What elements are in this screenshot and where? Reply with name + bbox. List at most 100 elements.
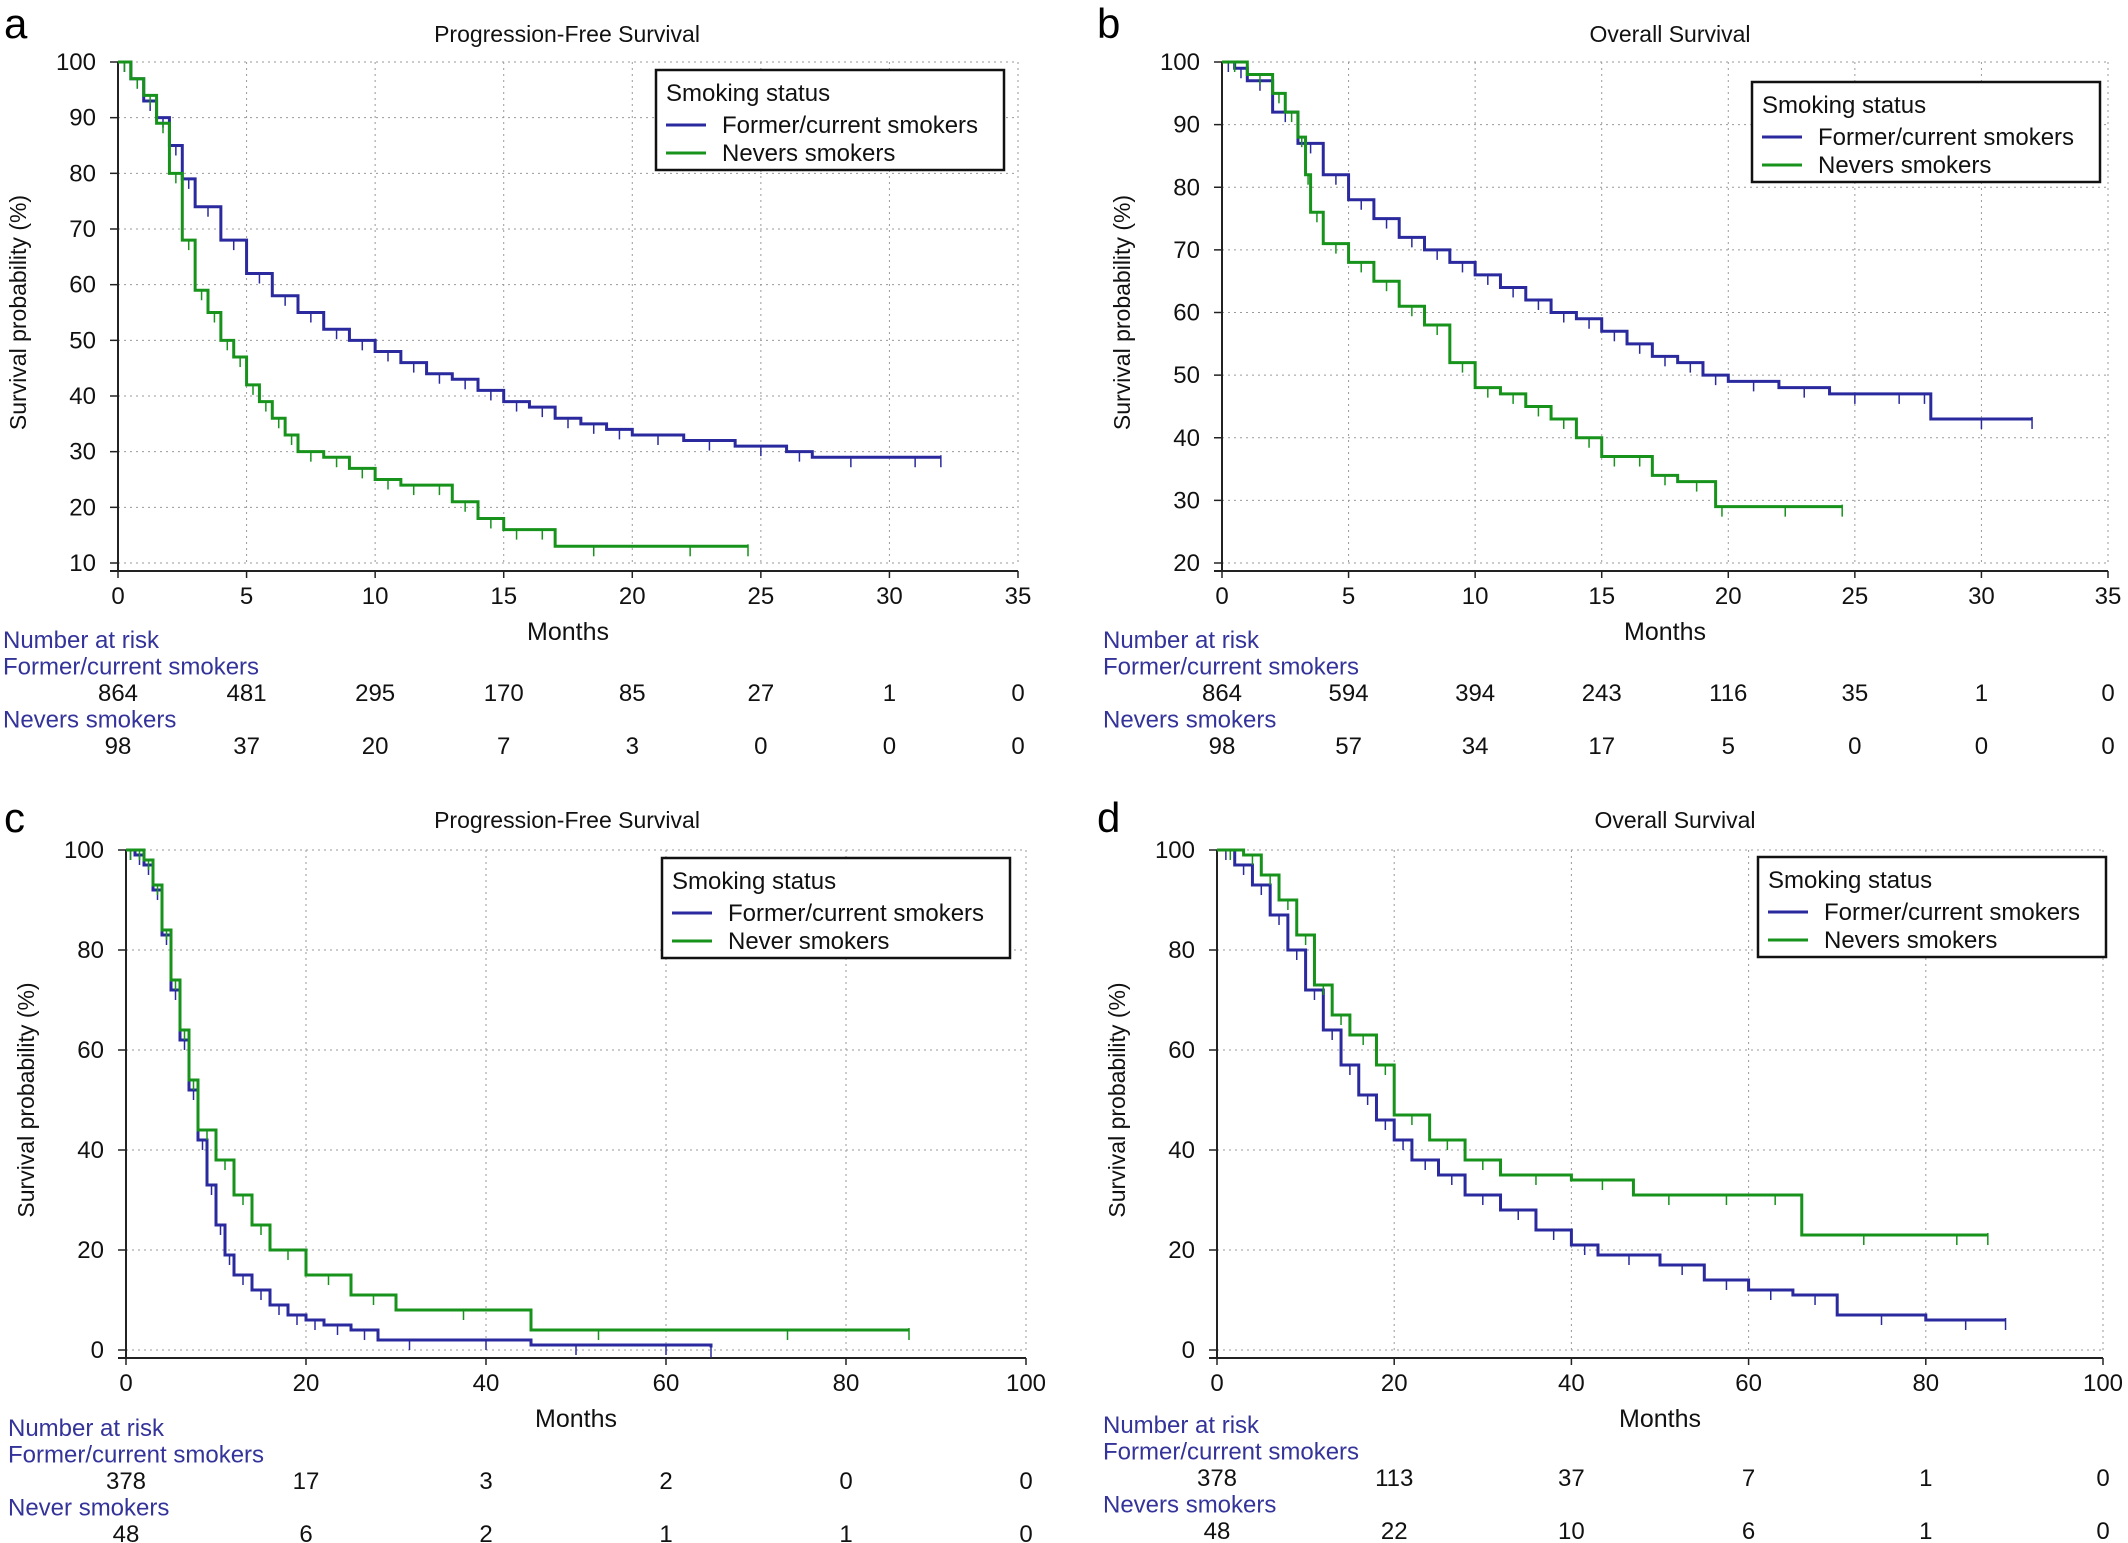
chart-title: Progression-Free Survival <box>434 21 700 47</box>
y-axis-label: Survival probability (%) <box>1109 195 1135 430</box>
y-tick-label: 20 <box>1173 550 1200 577</box>
risk-value: 48 <box>113 1521 140 1543</box>
y-tick-label: 40 <box>69 383 96 410</box>
panel-label: c <box>4 794 25 841</box>
risk-value: 0 <box>1011 733 1024 760</box>
x-tick-label: 40 <box>473 1370 500 1397</box>
risk-value: 5 <box>1722 733 1735 760</box>
x-tick-label: 20 <box>619 583 646 610</box>
series-line-former <box>1217 848 2006 1322</box>
y-tick-label: 100 <box>64 837 104 864</box>
risk-value: 295 <box>355 680 395 707</box>
chart-title: Overall Survival <box>1589 21 1750 47</box>
legend-entry: Former/current smokers <box>722 112 978 139</box>
x-axis-label: Months <box>535 1405 617 1433</box>
x-tick-label: 80 <box>1912 1370 1939 1397</box>
risk-value: 98 <box>105 733 132 760</box>
risk-value: 2 <box>659 1468 672 1495</box>
y-tick-label: 80 <box>69 160 96 187</box>
risk-value: 6 <box>299 1521 312 1543</box>
y-tick-label: 80 <box>1168 937 1195 964</box>
risk-value: 0 <box>2096 1465 2109 1492</box>
risk-value: 394 <box>1455 680 1495 707</box>
risk-value: 3 <box>626 733 639 760</box>
risk-value: 57 <box>1335 733 1362 760</box>
x-tick-label: 80 <box>833 1370 860 1397</box>
risk-value: 243 <box>1582 680 1622 707</box>
risk-value: 0 <box>2101 733 2114 760</box>
y-tick-label: 90 <box>1173 112 1200 139</box>
x-tick-label: 20 <box>1381 1370 1408 1397</box>
risk-value: 20 <box>362 733 389 760</box>
x-tick-label: 25 <box>748 583 775 610</box>
risk-row-name: Nevers smokers <box>3 707 176 734</box>
x-tick-label: 35 <box>2095 583 2122 610</box>
risk-value: 481 <box>227 680 267 707</box>
x-tick-label: 100 <box>2083 1370 2123 1397</box>
x-axis-label: Months <box>1624 618 1706 646</box>
x-tick-label: 15 <box>490 583 517 610</box>
risk-row-name: Former/current smokers <box>8 1442 264 1469</box>
y-tick-label: 60 <box>1173 300 1200 327</box>
risk-value: 6 <box>1742 1518 1755 1543</box>
y-tick-label: 40 <box>77 1137 104 1164</box>
x-tick-label: 60 <box>1735 1370 1762 1397</box>
legend-entry: Nevers smokers <box>722 140 895 167</box>
x-tick-label: 0 <box>119 1370 132 1397</box>
risk-table-title: Number at risk <box>3 627 160 654</box>
y-tick-label: 70 <box>1173 237 1200 264</box>
y-tick-label: 100 <box>56 49 96 76</box>
x-tick-label: 0 <box>111 583 124 610</box>
x-tick-label: 0 <box>1210 1370 1223 1397</box>
risk-value: 1 <box>883 680 896 707</box>
legend-entry: Former/current smokers <box>728 900 984 927</box>
risk-value: 10 <box>1558 1518 1585 1543</box>
y-tick-label: 30 <box>1173 487 1200 514</box>
risk-value: 34 <box>1462 733 1489 760</box>
legend-box <box>654 68 1006 172</box>
y-tick-label: 10 <box>69 550 96 577</box>
risk-value: 85 <box>619 680 646 707</box>
panel-label: d <box>1097 794 1120 841</box>
risk-table-title: Number at risk <box>8 1415 165 1442</box>
series-line-former <box>118 60 941 459</box>
legend-title: Smoking status <box>1768 867 1932 894</box>
risk-value: 116 <box>1709 680 1747 707</box>
y-tick-label: 30 <box>69 439 96 466</box>
risk-value: 17 <box>1588 733 1615 760</box>
risk-value: 3 <box>479 1468 492 1495</box>
risk-value: 0 <box>1019 1521 1032 1543</box>
risk-value: 864 <box>1202 680 1242 707</box>
risk-value: 17 <box>293 1468 320 1495</box>
risk-value: 864 <box>98 680 138 707</box>
x-tick-label: 35 <box>1005 583 1032 610</box>
risk-value: 48 <box>1204 1518 1231 1543</box>
risk-value: 0 <box>1019 1468 1032 1495</box>
y-axis-label: Survival probability (%) <box>1104 982 1130 1217</box>
risk-value: 0 <box>2101 680 2114 707</box>
risk-value: 22 <box>1381 1518 1408 1543</box>
risk-value: 0 <box>754 733 767 760</box>
y-tick-label: 50 <box>69 327 96 354</box>
y-tick-label: 100 <box>1160 49 1200 76</box>
y-tick-label: 80 <box>77 937 104 964</box>
x-tick-label: 10 <box>1462 583 1489 610</box>
y-axis-label: Survival probability (%) <box>13 982 39 1217</box>
risk-value: 0 <box>1011 680 1024 707</box>
chart-title: Overall Survival <box>1594 807 1755 833</box>
legend-title: Smoking status <box>672 868 836 895</box>
panel-label: a <box>4 0 28 47</box>
y-tick-label: 100 <box>1155 837 1195 864</box>
legend-box <box>660 856 1012 960</box>
risk-value: 1 <box>1975 680 1988 707</box>
x-tick-label: 5 <box>240 583 253 610</box>
risk-value: 37 <box>233 733 260 760</box>
y-tick-label: 80 <box>1173 174 1200 201</box>
x-tick-label: 0 <box>1215 583 1228 610</box>
x-tick-label: 20 <box>1715 583 1742 610</box>
legend: Smoking status Former/current smokersNeve… <box>1756 855 2108 959</box>
